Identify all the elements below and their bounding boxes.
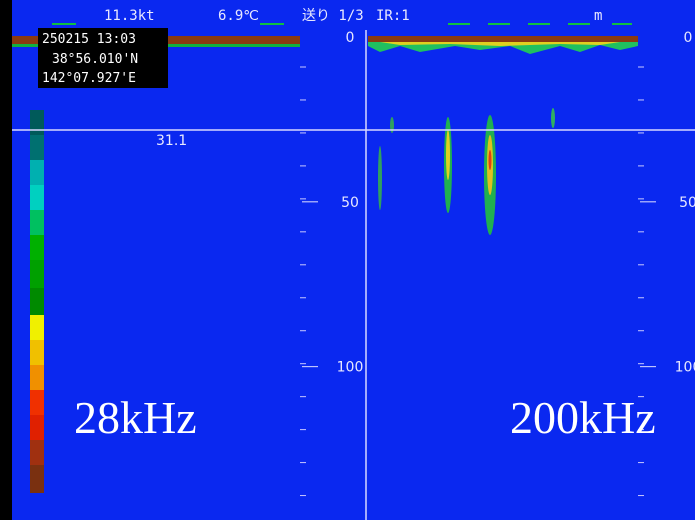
depth-label: 0 (346, 30, 355, 46)
marker-depth: 31.1 (156, 133, 187, 149)
latitude: 38°56.010'N (52, 52, 138, 67)
datetime: 250215 13:03 (42, 32, 136, 47)
longitude: 142°07.927'E (42, 71, 136, 86)
depth-label: 100 (337, 360, 364, 376)
depth-label: 50 (341, 195, 359, 211)
left-frequency: 28kHz (74, 392, 197, 443)
depth-label: 50 (679, 195, 695, 211)
temperature: 6.9℃ (218, 8, 259, 24)
color-bar (30, 110, 44, 493)
echoes (378, 108, 555, 235)
surface-band-right (368, 36, 638, 42)
unit: m (594, 8, 602, 24)
depth-label: 100 (675, 360, 695, 376)
surface-noise (368, 42, 638, 54)
advance-mode: 送り 1/3 (302, 8, 364, 24)
depth-scales: 005050100100150150 (300, 30, 695, 497)
interference-rejection: IR:1 (376, 8, 410, 24)
depth-label: 0 (684, 30, 693, 46)
surface-noise-strong (380, 42, 620, 46)
right-frequency: 200kHz (510, 392, 656, 443)
info-box (38, 28, 168, 88)
speed: 11.3kt (104, 8, 155, 24)
